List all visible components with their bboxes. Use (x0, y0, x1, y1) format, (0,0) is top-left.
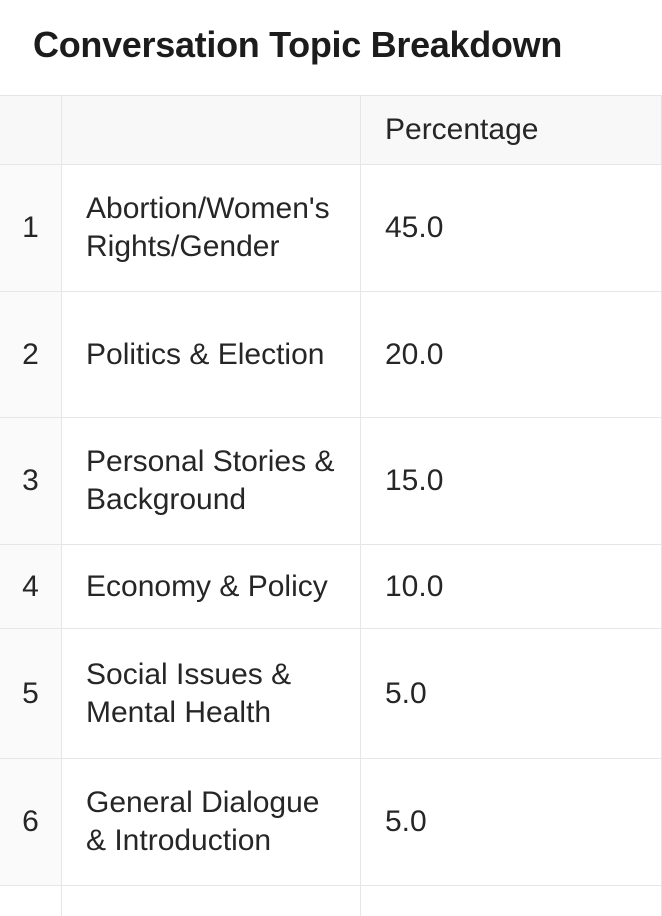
table-header-row: Percentage (0, 96, 662, 165)
topic-cell[interactable]: Politics & Election (62, 292, 361, 417)
table-row-partial (0, 886, 662, 916)
percentage-cell[interactable]: 45.0 (361, 165, 662, 291)
topic-cell[interactable]: Abortion/Women's Rights/Gender (62, 165, 361, 291)
topic-breakdown-table: Percentage 1 Abortion/Women's Rights/Gen… (0, 95, 662, 916)
topic-cell[interactable]: Social Issues & Mental Health (62, 629, 361, 758)
percentage-cell[interactable]: 20.0 (361, 292, 662, 417)
row-index-cell[interactable]: 2 (0, 292, 62, 417)
table-row: 6 General Dialogue & Introduction 5.0 (0, 759, 662, 886)
header-cell-topic[interactable] (62, 96, 361, 164)
percentage-cell[interactable]: 5.0 (361, 759, 662, 885)
row-index-cell[interactable]: 1 (0, 165, 62, 291)
row-index-cell[interactable]: 4 (0, 545, 62, 628)
row-index-cell[interactable]: 5 (0, 629, 62, 758)
row-index-cell[interactable]: 6 (0, 759, 62, 885)
percentage-cell[interactable]: 10.0 (361, 545, 662, 628)
topic-cell[interactable]: Economy & Policy (62, 545, 361, 628)
row-index-cell[interactable] (0, 886, 62, 916)
page-title: Conversation Topic Breakdown (33, 24, 563, 65)
topic-cell[interactable]: Personal Stories & Background (62, 418, 361, 544)
percentage-cell[interactable] (361, 886, 662, 916)
table-row: 5 Social Issues & Mental Health 5.0 (0, 629, 662, 759)
row-index-cell[interactable]: 3 (0, 418, 62, 544)
topic-cell[interactable] (62, 886, 361, 916)
table-row: 3 Personal Stories & Background 15.0 (0, 418, 662, 545)
topic-cell[interactable]: General Dialogue & Introduction (62, 759, 361, 885)
percentage-cell[interactable]: 15.0 (361, 418, 662, 544)
table-row: 4 Economy & Policy 10.0 (0, 545, 662, 629)
header-cell-percentage[interactable]: Percentage (361, 96, 662, 164)
header-cell-index[interactable] (0, 96, 62, 164)
column-header-label: Percentage (385, 113, 539, 146)
percentage-cell[interactable]: 5.0 (361, 629, 662, 758)
table-row: 1 Abortion/Women's Rights/Gender 45.0 (0, 165, 662, 292)
table-row: 2 Politics & Election 20.0 (0, 292, 662, 418)
